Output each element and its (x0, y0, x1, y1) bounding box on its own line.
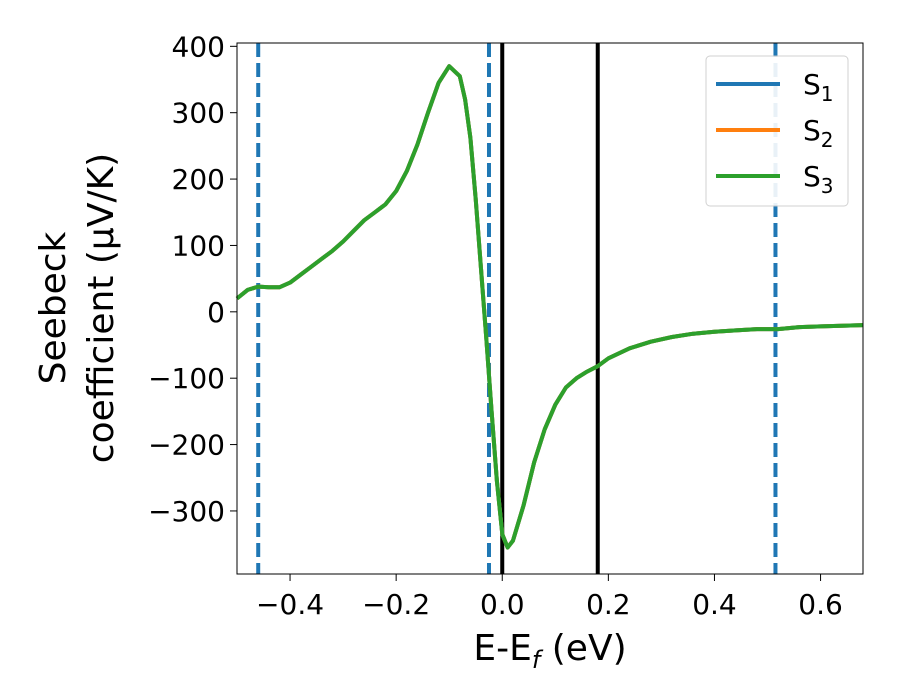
legend-label-s1: S1 (803, 68, 834, 106)
y-tick-label: 400 (172, 30, 225, 63)
x-axis-label: E-Ef (eV) (473, 628, 626, 674)
y-tick-label: −200 (148, 429, 225, 462)
x-tick-label: 0.6 (798, 588, 843, 621)
legend-label-s2: S2 (803, 114, 834, 152)
x-axis-label-main: E-E (473, 628, 531, 669)
legend: S1 S2 S3 (705, 55, 849, 207)
plot-frame (236, 42, 864, 575)
y-tick-label: −300 (148, 495, 225, 528)
y-axis-label-line1: Seebeck (33, 231, 74, 384)
y-tick-label: 100 (172, 229, 225, 262)
series-line-s3 (235, 64, 864, 550)
y-tick-label: 0 (207, 296, 225, 329)
y-axis-label: Seebeck coefficient (μV/K) (33, 153, 122, 463)
ticks-layer: −0.4 −0.2 0.0 0.2 0.4 0.6 400 300 200 100 0 −100 −20… (148, 30, 843, 621)
x-tick-label: 0.4 (692, 588, 737, 621)
y-axis-label-line2: coefficient (μV/K) (81, 153, 122, 463)
y-tick-label: −100 (148, 362, 225, 395)
y-tick-label: 200 (172, 163, 225, 196)
legend-label-s3: S3 (803, 160, 834, 198)
x-tick-label: −0.4 (256, 588, 324, 621)
x-tick-label: −0.2 (362, 588, 430, 621)
x-tick-label: 0.2 (586, 588, 631, 621)
x-axis-label-unit: (eV) (540, 628, 626, 669)
x-tick-label: 0.0 (480, 588, 525, 621)
y-tick-label: 300 (172, 97, 225, 130)
svg-text:E-Ef (eV): E-Ef (eV) (473, 628, 626, 674)
